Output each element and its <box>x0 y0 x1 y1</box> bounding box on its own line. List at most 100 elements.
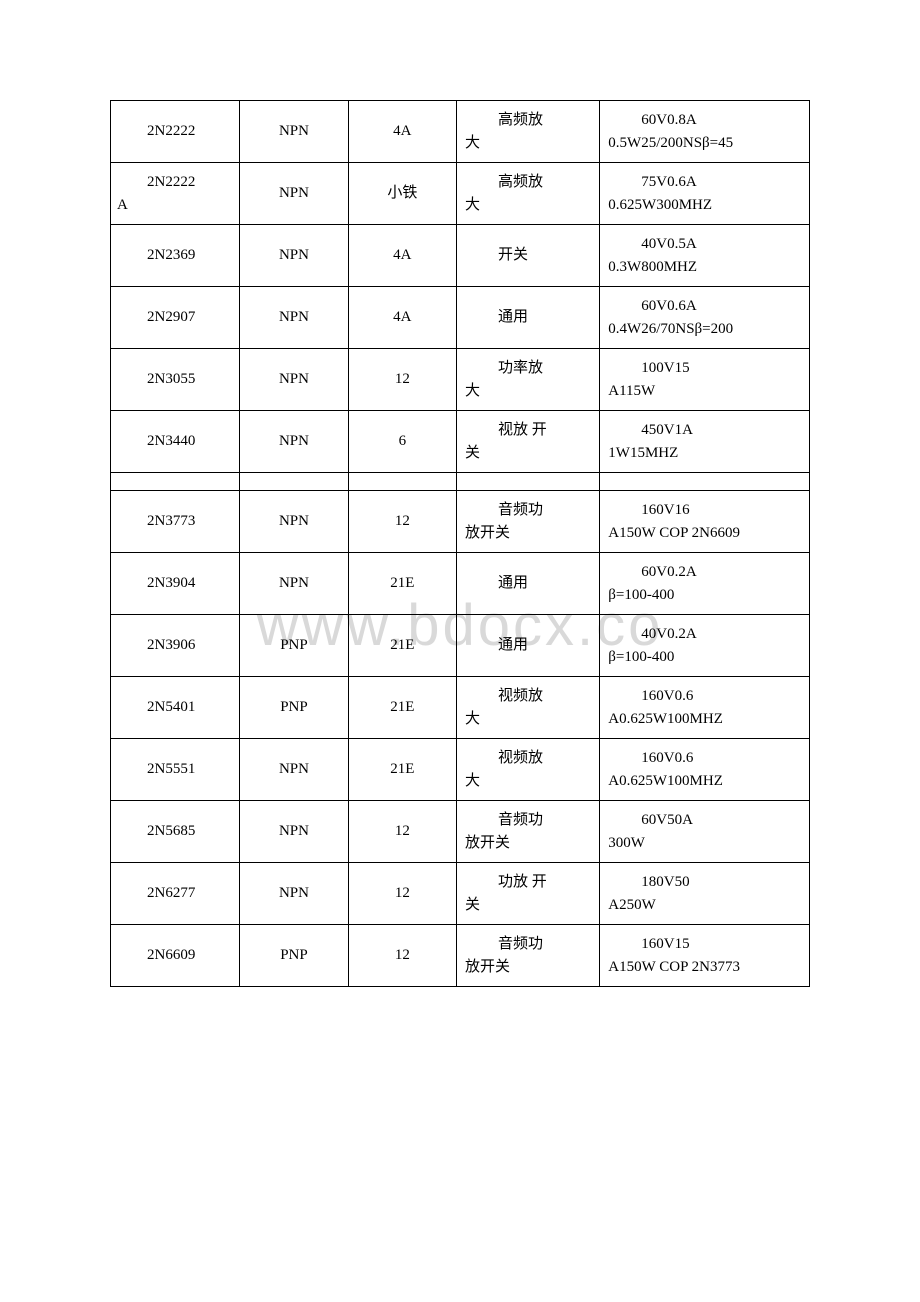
spec-cell: 180V50A250W <box>600 863 810 925</box>
type-cell: PNP <box>240 925 348 987</box>
type-cell: NPN <box>240 101 348 163</box>
usage-cell: 通用 <box>457 615 600 677</box>
package-cell: 6 <box>348 411 456 473</box>
usage-text: 视频放 <box>465 747 595 770</box>
type-cell: NPN <box>240 553 348 615</box>
spec-text: 0.5W25/200NSβ=45 <box>608 132 801 155</box>
usage-text: 视频放 <box>465 685 595 708</box>
table-row: 2N3773NPN12音频功放开关160V16A150W COP 2N6609 <box>111 491 810 553</box>
usage-text: 关 <box>465 894 595 917</box>
package-cell: 4A <box>348 225 456 287</box>
spec-text: A150W COP 2N3773 <box>608 956 801 979</box>
type-cell: NPN <box>240 225 348 287</box>
spec-text: 60V50A <box>608 809 801 832</box>
type-cell: NPN <box>240 411 348 473</box>
model-cell: 2N5551 <box>111 739 240 801</box>
usage-cell: 功率放大 <box>457 349 600 411</box>
table-row: 2N5401PNP21E视频放大160V0.6A0.625W100MHZ <box>111 677 810 739</box>
usage-cell: 视放 开关 <box>457 411 600 473</box>
spec-text: 75V0.6A <box>608 171 801 194</box>
model-cell: 2N2222A <box>111 163 240 225</box>
model-cell: 2N2222 <box>111 101 240 163</box>
model-cell: 2N3904 <box>111 553 240 615</box>
spec-text: 180V50 <box>608 871 801 894</box>
spec-cell: 60V50A300W <box>600 801 810 863</box>
table-row: 2N2369NPN4A开关40V0.5A0.3W800MHZ <box>111 225 810 287</box>
spec-text: 60V0.2A <box>608 561 801 584</box>
model-cell: 2N3773 <box>111 491 240 553</box>
model-cell: 2N3906 <box>111 615 240 677</box>
spec-text: 1W15MHZ <box>608 442 801 465</box>
usage-text: 功率放 <box>465 357 595 380</box>
spec-cell: 40V0.2Aβ=100-400 <box>600 615 810 677</box>
type-cell: NPN <box>240 863 348 925</box>
usage-text: 放开关 <box>465 956 595 979</box>
usage-text: 大 <box>465 708 595 731</box>
model-cell: 2N6609 <box>111 925 240 987</box>
spec-text: 0.625W300MHZ <box>608 194 801 217</box>
usage-text: 音频功 <box>465 933 595 956</box>
spec-text: 300W <box>608 832 801 855</box>
usage-cell: 通用 <box>457 553 600 615</box>
usage-text: 放开关 <box>465 832 595 855</box>
spec-cell: 60V0.2Aβ=100-400 <box>600 553 810 615</box>
type-cell: NPN <box>240 163 348 225</box>
spec-cell: 160V0.6A0.625W100MHZ <box>600 677 810 739</box>
usage-text: 大 <box>465 380 595 403</box>
package-cell: 12 <box>348 925 456 987</box>
spacer-cell <box>240 473 348 491</box>
package-cell: 4A <box>348 101 456 163</box>
spec-cell: 100V15A115W <box>600 349 810 411</box>
spec-text: 160V16 <box>608 499 801 522</box>
usage-cell: 音频功放开关 <box>457 801 600 863</box>
transistor-table: 2N2222NPN4A高频放大60V0.8A0.5W25/200NSβ=452N… <box>110 100 810 987</box>
spec-text: 100V15 <box>608 357 801 380</box>
spacer-cell <box>348 473 456 491</box>
package-cell: 21E <box>348 553 456 615</box>
spec-text: 160V0.6 <box>608 747 801 770</box>
spec-text: 0.4W26/70NSβ=200 <box>608 318 801 341</box>
spec-cell: 450V1A1W15MHZ <box>600 411 810 473</box>
usage-cell: 视频放大 <box>457 739 600 801</box>
package-cell: 12 <box>348 863 456 925</box>
usage-cell: 开关 <box>457 225 600 287</box>
usage-cell: 通用 <box>457 287 600 349</box>
usage-text: 通用 <box>465 634 595 657</box>
package-cell: 21E <box>348 739 456 801</box>
usage-text: 视放 开 <box>465 419 595 442</box>
spec-cell: 60V0.6A0.4W26/70NSβ=200 <box>600 287 810 349</box>
spec-text: β=100-400 <box>608 646 801 669</box>
spec-cell: 160V16A150W COP 2N6609 <box>600 491 810 553</box>
package-cell: 12 <box>348 801 456 863</box>
usage-cell: 音频功放开关 <box>457 491 600 553</box>
usage-text: 放开关 <box>465 522 595 545</box>
spec-text: 60V0.6A <box>608 295 801 318</box>
table-row: 2N6277NPN12功放 开关180V50A250W <box>111 863 810 925</box>
table-row: 2N2907NPN4A通用60V0.6A0.4W26/70NSβ=200 <box>111 287 810 349</box>
spec-cell: 75V0.6A0.625W300MHZ <box>600 163 810 225</box>
type-cell: NPN <box>240 739 348 801</box>
spec-text: 40V0.5A <box>608 233 801 256</box>
spec-text: 0.3W800MHZ <box>608 256 801 279</box>
usage-text: 通用 <box>465 572 595 595</box>
table-row: 2N3906PNP21E通用40V0.2Aβ=100-400 <box>111 615 810 677</box>
table-row: 2N3055NPN12功率放大100V15A115W <box>111 349 810 411</box>
spec-text: A150W COP 2N6609 <box>608 522 801 545</box>
model-cell: 2N2907 <box>111 287 240 349</box>
table-row: 2N5551NPN21E视频放大 160V0.6A0.625W100MHZ <box>111 739 810 801</box>
usage-cell: 功放 开关 <box>457 863 600 925</box>
usage-text: 开关 <box>465 244 595 267</box>
spec-text: A0.625W100MHZ <box>608 770 801 793</box>
model-text: A <box>117 197 128 213</box>
table-row: 2N2222ANPN小铁高频放大75V0.6A0.625W300MHZ <box>111 163 810 225</box>
spec-text: A0.625W100MHZ <box>608 708 801 731</box>
usage-cell: 音频功放开关 <box>457 925 600 987</box>
spec-cell: 40V0.5A0.3W800MHZ <box>600 225 810 287</box>
usage-text: 高频放 <box>465 109 595 132</box>
model-cell: 2N6277 <box>111 863 240 925</box>
spec-text: 160V15 <box>608 933 801 956</box>
spec-text: A115W <box>608 380 801 403</box>
type-cell: NPN <box>240 491 348 553</box>
model-cell: 2N5685 <box>111 801 240 863</box>
table-body: 2N2222NPN4A高频放大60V0.8A0.5W25/200NSβ=452N… <box>111 101 810 987</box>
